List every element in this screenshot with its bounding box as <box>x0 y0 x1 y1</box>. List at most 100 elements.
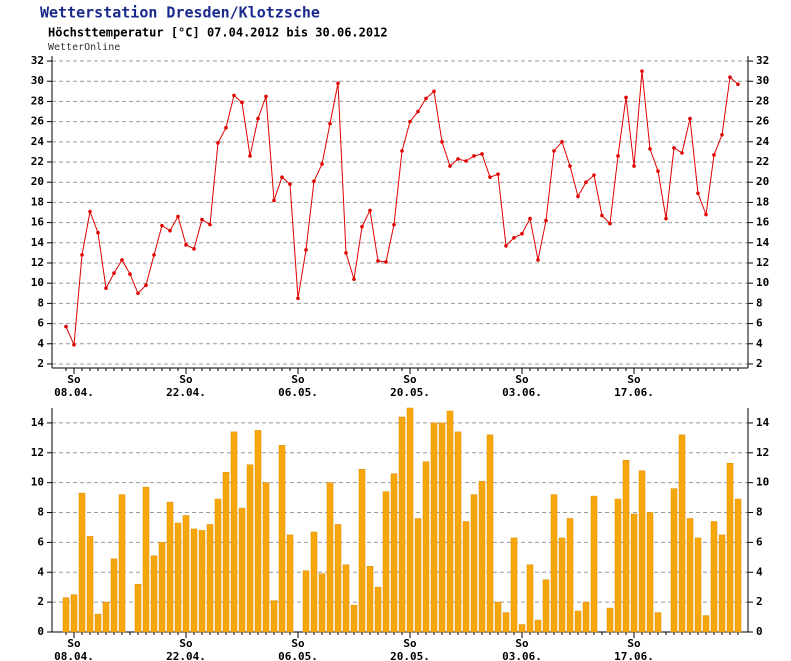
bar <box>542 579 550 633</box>
point <box>152 253 156 257</box>
bar <box>318 573 326 633</box>
point <box>680 151 684 155</box>
x-tick-weekday: So <box>179 373 193 386</box>
point <box>704 212 708 217</box>
bar <box>502 612 510 633</box>
bar <box>454 431 462 633</box>
bar <box>222 471 230 633</box>
y-tick-label: 30 <box>31 74 44 87</box>
y2-tick-label: 16 <box>756 216 770 229</box>
point <box>128 272 132 276</box>
point <box>736 82 740 87</box>
bar <box>590 495 598 633</box>
bar <box>438 422 446 633</box>
x-tick-label: 06.05. <box>278 386 318 399</box>
point <box>144 283 148 288</box>
bar <box>182 515 190 633</box>
point <box>400 149 404 153</box>
chart-title: Wetterstation Dresden/Klotzsche <box>40 4 320 22</box>
point <box>664 216 668 221</box>
bar <box>278 445 286 633</box>
bar <box>342 564 350 633</box>
bar <box>390 473 398 633</box>
bar <box>550 494 558 633</box>
point <box>616 154 620 158</box>
point <box>224 125 228 130</box>
point <box>96 230 100 235</box>
point <box>232 93 236 98</box>
point <box>280 175 284 179</box>
y-tick-label: 12 <box>31 446 44 459</box>
point <box>512 235 516 240</box>
y-tick-label: 8 <box>37 506 44 519</box>
bar <box>190 528 198 633</box>
point <box>248 154 252 158</box>
chart-subtitle: Höchsttemperatur [°C] 07.04.2012 bis 30.… <box>48 26 388 40</box>
y-tick-label: 10 <box>31 276 44 289</box>
point <box>672 146 676 150</box>
point <box>328 121 332 126</box>
point <box>216 141 220 145</box>
x-tick-label: 22.04. <box>166 650 206 661</box>
bar <box>486 434 494 633</box>
point <box>728 75 732 80</box>
bar <box>238 507 246 633</box>
point <box>424 96 428 101</box>
point <box>344 251 348 255</box>
point <box>384 260 388 264</box>
bar <box>630 513 638 633</box>
y2-tick-label: 18 <box>756 195 769 208</box>
bar <box>382 491 390 633</box>
point <box>208 222 212 227</box>
y-tick-label: 6 <box>37 535 44 548</box>
point <box>608 221 612 226</box>
point <box>360 224 364 229</box>
bar <box>78 492 86 633</box>
y-tick-label: 6 <box>37 317 44 330</box>
point <box>408 119 412 124</box>
y-tick-label: 8 <box>37 296 44 309</box>
bar <box>518 624 526 633</box>
point <box>168 228 172 233</box>
x-tick-label: 03.06. <box>502 386 542 399</box>
bar <box>358 468 366 633</box>
point <box>296 296 300 301</box>
bar <box>326 482 334 633</box>
point <box>624 95 628 100</box>
point <box>464 159 468 163</box>
point <box>504 244 508 248</box>
y-tick-label: 2 <box>37 357 44 370</box>
x-tick-weekday: So <box>403 373 417 386</box>
bar <box>302 570 310 633</box>
point <box>160 223 164 228</box>
y2-tick-label: 6 <box>756 535 763 548</box>
point <box>200 217 204 222</box>
bar <box>118 494 126 633</box>
point <box>528 216 532 221</box>
point <box>584 180 588 185</box>
x-tick-weekday: So <box>67 373 81 386</box>
point <box>640 69 644 73</box>
point <box>192 247 196 251</box>
y2-tick-label: 12 <box>756 256 769 269</box>
x-tick-label: 17.06. <box>614 650 654 661</box>
y2-tick-label: 14 <box>756 236 770 249</box>
point <box>688 116 692 121</box>
x-tick-label: 08.04. <box>54 650 94 661</box>
point <box>712 153 716 157</box>
bar <box>558 537 566 633</box>
point <box>472 154 476 158</box>
y2-tick-label: 24 <box>756 135 770 148</box>
point <box>600 213 604 218</box>
bar <box>366 566 374 633</box>
bar <box>254 430 262 633</box>
y2-tick-label: 14 <box>756 416 770 429</box>
y2-tick-label: 28 <box>756 94 769 107</box>
bar <box>510 537 518 633</box>
bar <box>582 601 590 633</box>
x-tick-weekday: So <box>515 637 529 650</box>
point <box>312 179 316 184</box>
point <box>544 218 548 223</box>
point <box>480 152 484 156</box>
y-tick-label: 28 <box>31 94 44 107</box>
